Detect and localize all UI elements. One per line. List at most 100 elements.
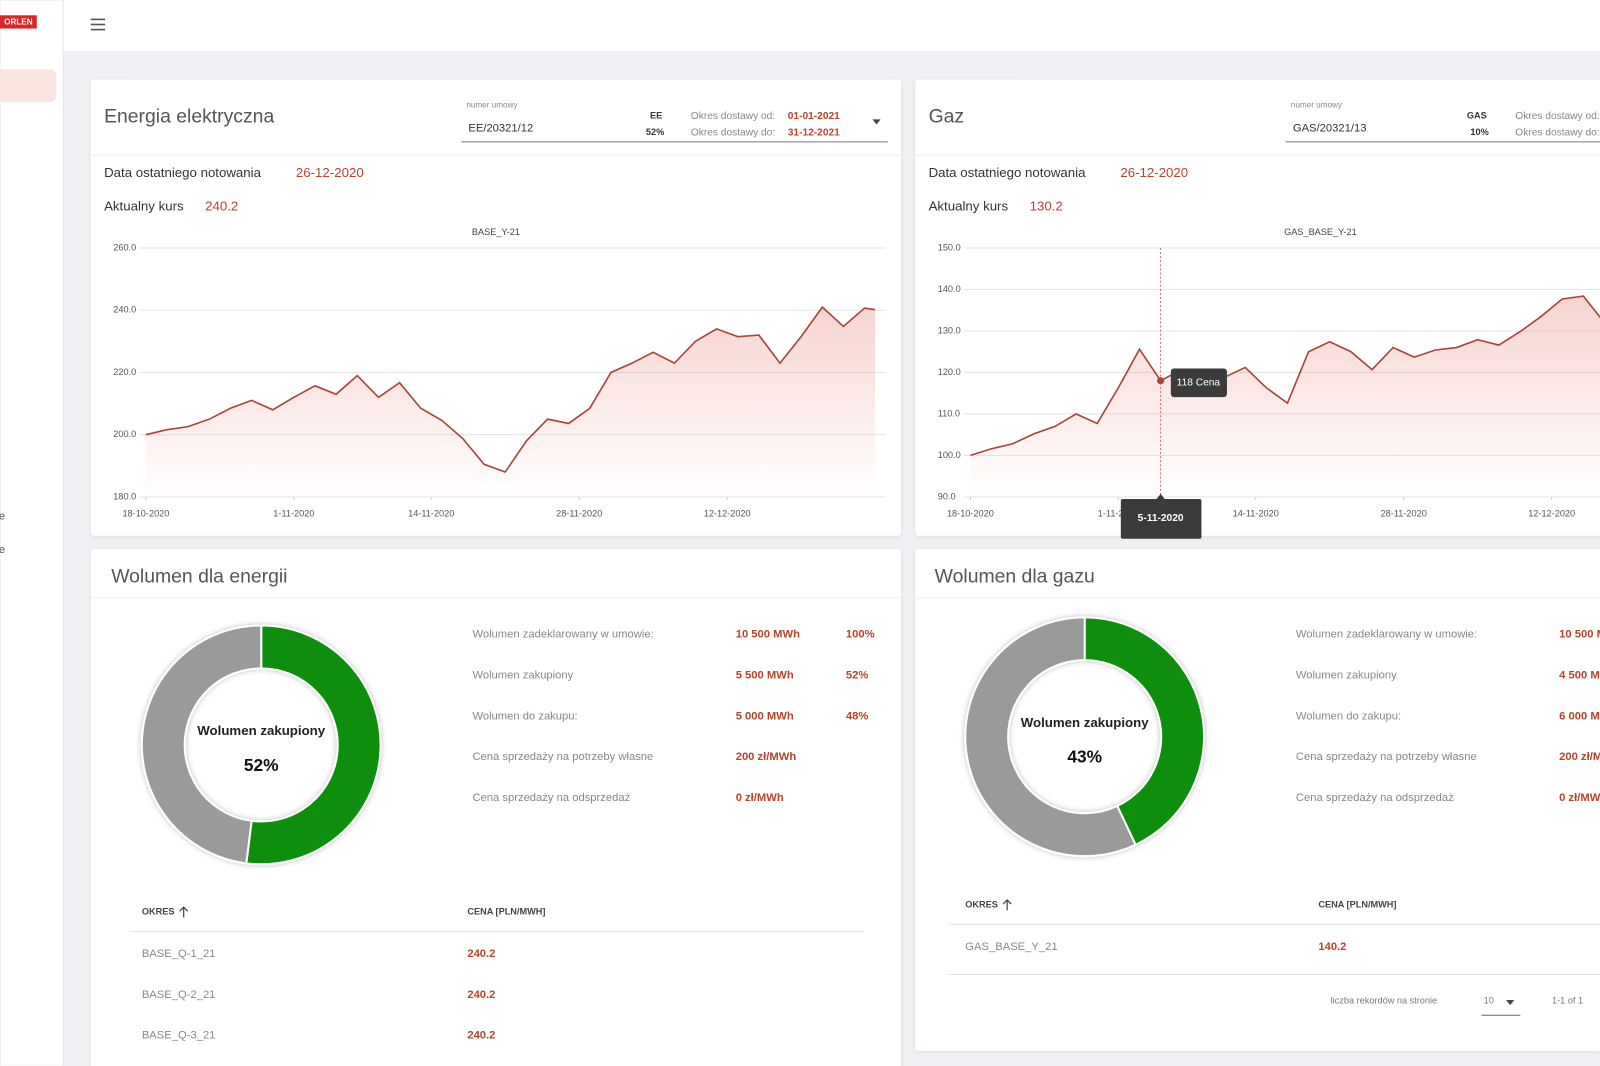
table-cell: BASE_Q-1_21 xyxy=(142,948,216,960)
y-tick-label: 240.0 xyxy=(113,305,136,315)
y-tick-label: 200.0 xyxy=(113,429,136,439)
donut-segment xyxy=(245,624,382,866)
tooltip-x-pointer xyxy=(1156,493,1165,499)
contract-number: EE/20321/12 xyxy=(468,123,533,135)
menu-button[interactable] xyxy=(90,18,106,31)
info-label: Aktualny kurs xyxy=(104,199,184,214)
volume-percent: 48% xyxy=(846,710,868,722)
contract-share: 10% xyxy=(1470,127,1488,137)
x-tick-label: 18-10-2020 xyxy=(122,509,169,519)
period-label: Okres dostawy od: xyxy=(1515,111,1599,122)
y-tick-label: 120.0 xyxy=(938,367,961,377)
volume-label: Cena sprzedaży na odsprzedaż xyxy=(472,792,630,804)
sidebar-item: e xyxy=(0,510,5,522)
x-tick-label: 28-11-2020 xyxy=(556,509,602,519)
table-header: CENA [PLN/MWH] xyxy=(467,907,545,917)
sort-icon[interactable] xyxy=(179,906,189,918)
sidebar-active-item[interactable] xyxy=(0,69,57,103)
y-tick-label: 260.0 xyxy=(113,242,136,252)
x-tick-label: 14-11-2020 xyxy=(408,509,454,519)
dropdown-arrow[interactable] xyxy=(872,119,881,125)
donut-segment xyxy=(964,616,1137,858)
donut-value: 52% xyxy=(244,755,279,775)
table-cell: 140.2 xyxy=(1318,941,1346,953)
x-tick-label: 14-11-2020 xyxy=(1233,509,1279,519)
table-header: CENA [PLN/MWH] xyxy=(1318,900,1396,910)
volume-percent: 52% xyxy=(846,669,868,681)
tooltip-x-label: 5-11-2020 xyxy=(1138,513,1184,524)
chart-title: BASE_Y-21 xyxy=(472,227,520,237)
chart-title: GAS_BASE_Y-21 xyxy=(1284,227,1357,237)
info-value: 26-12-2020 xyxy=(296,165,364,180)
table-cell: BASE_Q-2_21 xyxy=(142,989,216,1001)
volume-value: 6 000 MWh xyxy=(1559,710,1600,722)
y-tick-label: 130.0 xyxy=(938,325,961,335)
volume-label: Cena sprzedaży na potrzeby własne xyxy=(472,751,653,763)
card xyxy=(915,548,1600,1052)
volume-label: Cena sprzedaży na odsprzedaż xyxy=(1296,792,1454,804)
period-label: Okres dostawy od: xyxy=(691,111,775,122)
line xyxy=(145,305,876,474)
donut-title: Wolumen zakupiony xyxy=(1021,715,1149,730)
volume-label: Wolumen do zakupu: xyxy=(472,710,577,722)
tooltip-point xyxy=(1157,377,1165,385)
tooltip-x-box xyxy=(1120,498,1202,539)
table-cell: 240.2 xyxy=(467,989,495,1001)
x-tick-label: 28-11-2020 xyxy=(1381,509,1427,519)
volume-percent: 100% xyxy=(846,629,875,641)
info-value: 240.2 xyxy=(205,199,238,214)
field-label: numer umowy xyxy=(1291,100,1343,109)
volume-value: 5 000 MWh xyxy=(736,710,794,722)
donut-value: 43% xyxy=(1067,747,1102,767)
field-label: numer umowy xyxy=(466,100,518,109)
volume-label: Wolumen do zakupu: xyxy=(1296,710,1401,722)
pagination-select[interactable]: 10 xyxy=(1484,995,1494,1005)
panel-title: Gaz xyxy=(929,105,965,127)
dropdown-arrow[interactable] xyxy=(1506,999,1515,1006)
pagination-range: 1-1 of 1 xyxy=(1552,995,1583,1005)
period-label: Okres dostawy do: xyxy=(691,127,775,138)
x-tick-label: 1-11-2020 xyxy=(1098,509,1139,519)
donut xyxy=(140,624,382,866)
x-tick-label: 1-11-2020 xyxy=(273,509,314,519)
volume-label: Wolumen zakupiony xyxy=(472,669,573,681)
x-tick-label: 12-12-2020 xyxy=(1528,509,1575,519)
panel-title: Energia elektryczna xyxy=(104,105,274,127)
top-bar xyxy=(0,0,1600,52)
table-header: OKRES xyxy=(965,900,998,910)
donut-segment xyxy=(140,624,263,865)
volume-value: 0 zł/MWh xyxy=(1559,792,1600,804)
sort-icon[interactable] xyxy=(1002,899,1012,911)
line xyxy=(970,295,1600,457)
period-label: Okres dostawy do: xyxy=(1515,127,1599,138)
volume-value: 10 500 MWh xyxy=(736,629,800,641)
table-cell: BASE_Q-3_21 xyxy=(142,1030,216,1042)
sidebar-item: e xyxy=(0,544,5,556)
contract-number: GAS/20321/13 xyxy=(1293,123,1367,135)
info-value: 130.2 xyxy=(1030,199,1063,214)
volume-value: 200 zł/MWh xyxy=(736,751,797,763)
volume-value: 0 zł/MWh xyxy=(736,792,784,804)
period-value: 01-01-2021 xyxy=(788,111,840,122)
y-tick-label: 140.0 xyxy=(938,284,961,294)
card xyxy=(90,548,902,1066)
x-tick-label: 18-10-2020 xyxy=(947,509,994,519)
donut-title: Wolumen zakupiony xyxy=(197,723,325,738)
tooltip-label: 118 Cena xyxy=(1177,377,1221,388)
logo-text: ORLEN xyxy=(4,18,33,27)
tooltip-box xyxy=(1170,368,1227,398)
donut-segment xyxy=(1083,616,1206,847)
contract-code: EE xyxy=(650,111,662,121)
table-header: OKRES xyxy=(142,907,175,917)
y-tick-label: 180.0 xyxy=(113,491,136,501)
info-label: Data ostatniego notowania xyxy=(104,165,262,180)
y-tick-label: 100.0 xyxy=(938,450,961,460)
area xyxy=(970,296,1600,497)
card-title: Wolumen dla gazu xyxy=(935,566,1095,588)
sidebar xyxy=(0,0,64,1066)
logo-box xyxy=(0,15,37,29)
y-tick-label: 90.0 xyxy=(938,491,956,501)
